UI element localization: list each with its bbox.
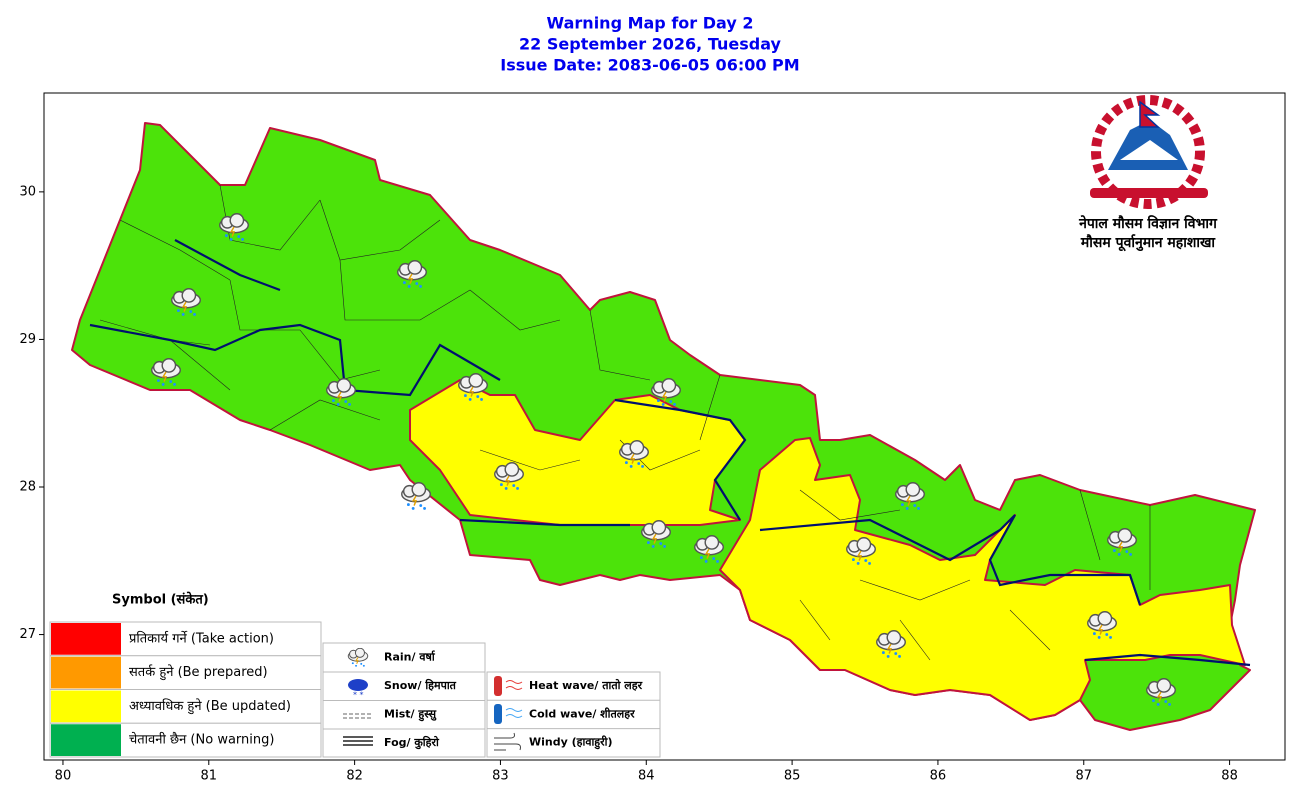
be-updated-area	[719, 437, 1246, 721]
warning-levels: प्रतिकार्य गर्ने (Take action) सतर्क हुने…	[49, 621, 322, 758]
x-tick-label: 83	[492, 769, 509, 784]
axes: 80 81 82 83 84 85 86 87 88 27 28 29 30	[19, 184, 1237, 783]
legend-swatch	[51, 724, 121, 756]
symbol-box	[486, 671, 661, 758]
x-tick-label: 81	[201, 769, 218, 784]
x-tick-label: 82	[346, 769, 363, 784]
symbol-table: * * Rain/ वर्षा Snow/ हिमपात Mist/ हुस्सु F…	[322, 642, 661, 758]
legend-label: चेतावनी छैन (No warning)	[129, 732, 274, 748]
agency-logo	[1090, 95, 1208, 209]
x-tick-label: 85	[784, 769, 801, 784]
x-tick-label: 86	[930, 769, 947, 784]
title-line: 22 September 2026, Tuesday	[519, 35, 781, 54]
title-line: Warning Map for Day 2	[547, 14, 754, 33]
agency-name: नेपाल मौसम विज्ञान विभाग	[1078, 215, 1218, 232]
legend-title: Symbol (संकेत)	[112, 592, 209, 608]
y-tick-label: 27	[19, 627, 36, 642]
symbol-label: Rain/ वर्षा	[384, 650, 436, 664]
legend-swatch	[51, 690, 121, 723]
legend-label: सतर्क हुने (Be prepared)	[129, 664, 268, 681]
symbol-label: Fog/ कुहिरो	[384, 735, 440, 750]
title-line: Issue Date: 2083-06-05 06:00 PM	[500, 56, 799, 75]
x-tick-label: 88	[1221, 769, 1238, 784]
symbol-label: Snow/ हिमपात	[384, 678, 457, 692]
x-tick-label: 87	[1075, 769, 1092, 784]
symbol-label: Cold wave/ शीतलहर	[529, 706, 635, 720]
symbol-label: Windy (हावाहुरी)	[529, 735, 613, 750]
legend: Symbol (संकेत) प्रतिकार्य गर्ने (Take ac…	[49, 592, 661, 758]
legend-label: अध्यावधिक हुने (Be updated)	[129, 698, 291, 715]
y-tick-label: 30	[19, 184, 36, 199]
legend-swatch	[51, 623, 121, 655]
x-tick-label: 84	[638, 769, 655, 784]
x-tick-label: 80	[55, 769, 72, 784]
legend-swatch	[51, 656, 121, 689]
agency-division: मौसम पूर्वानुमान महाशाखा	[1080, 234, 1217, 252]
nepal-map	[71, 122, 1256, 731]
y-tick-label: 28	[19, 480, 36, 495]
y-tick-label: 29	[19, 332, 36, 347]
legend-label: प्रतिकार्य गर्ने (Take action)	[129, 630, 274, 646]
svg-text:* *: * *	[353, 691, 364, 700]
symbol-label: Heat wave/ तातो लहर	[529, 678, 643, 692]
symbol-label: Mist/ हुस्सु	[384, 708, 437, 722]
